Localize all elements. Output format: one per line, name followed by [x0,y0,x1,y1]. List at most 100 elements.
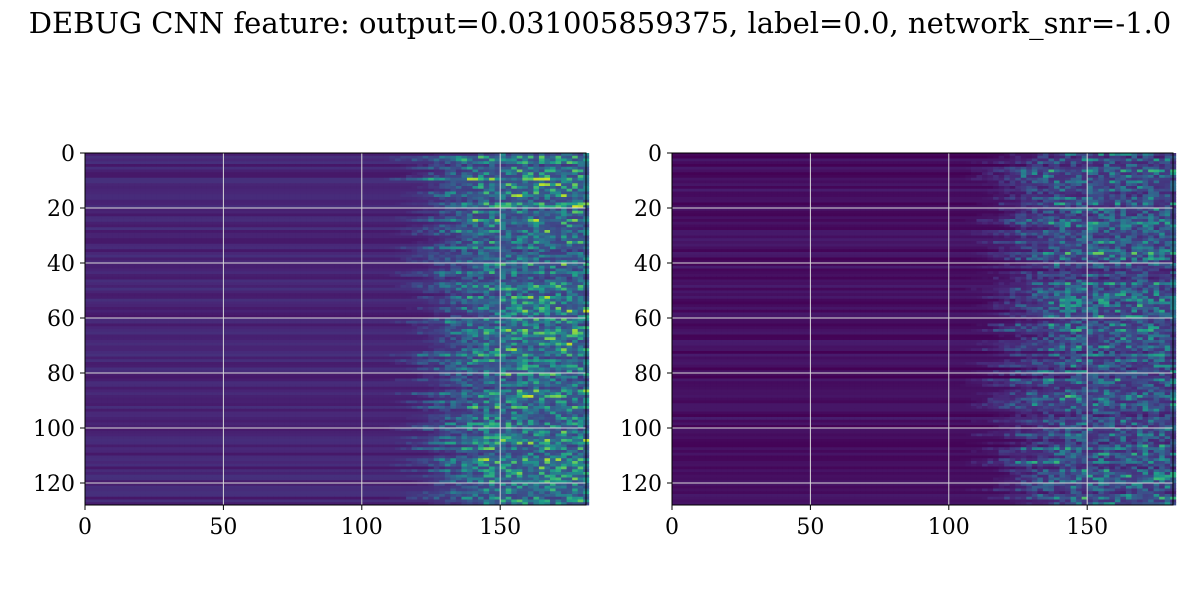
heatmap-cell [207,161,213,164]
heatmap-cell [351,186,357,189]
heatmap-cell [185,291,191,294]
heatmap-cell [129,183,135,186]
heatmap-cell [207,225,213,228]
heatmap-cell [423,181,429,184]
heatmap-cell [533,167,539,170]
heatmap-cell [572,249,578,252]
heatmap-cell [373,233,379,236]
heatmap-cell [212,175,218,178]
heatmap-cell [306,170,312,173]
heatmap-cell [417,238,423,241]
heatmap-cell [511,293,517,296]
heatmap-cell [544,282,550,285]
heatmap-cell [506,225,512,228]
heatmap-cell [412,200,418,203]
heatmap-cell [450,227,456,230]
heatmap-cell [163,302,169,305]
heatmap-cell [174,178,180,181]
heatmap-cell [190,280,196,283]
heatmap-cell [135,164,141,167]
heatmap-cell [312,288,318,291]
heatmap-cell [423,225,429,228]
heatmap-cell [163,156,169,159]
heatmap-cell [345,252,351,255]
heatmap-cell [373,156,379,159]
heatmap-cell [163,225,169,228]
heatmap-cell [290,222,296,225]
heatmap-cell [351,216,357,219]
heatmap-cell [290,175,296,178]
heatmap-cell [578,181,584,184]
heatmap-cell [500,227,506,230]
heatmap-cell [306,230,312,233]
heatmap-cell [378,189,384,192]
heatmap-cell [378,216,384,219]
heatmap-cell [489,269,495,272]
heatmap-cell [517,222,523,225]
heatmap-cell [428,227,434,230]
heatmap-cell [445,175,451,178]
heatmap-cell [428,302,434,305]
heatmap-cell [151,216,157,219]
heatmap-cell [461,161,467,164]
heatmap-cell [196,183,202,186]
heatmap-cell [102,161,108,164]
heatmap-cell [511,233,517,236]
heatmap-cell [129,296,135,299]
heatmap-cell [257,233,263,236]
heatmap-cell [146,266,152,269]
heatmap-cell [185,280,191,283]
heatmap-cell [417,170,423,173]
heatmap-cell [456,189,462,192]
heatmap-cell [578,244,584,247]
heatmap-cell [517,227,523,230]
heatmap-cell [334,269,340,272]
heatmap-cell [473,200,479,203]
heatmap-cell [550,230,556,233]
heatmap-cell [450,293,456,296]
heatmap-cell [295,238,301,241]
heatmap-cell [329,211,335,214]
heatmap-cell [406,302,412,305]
heatmap-cell [340,192,346,195]
heatmap-cell [284,236,290,239]
heatmap-cell [550,172,556,175]
heatmap-cell [461,247,467,250]
heatmap-cell [428,233,434,236]
heatmap-cell [417,167,423,170]
heatmap-cell [240,186,246,189]
heatmap-cell [478,236,484,239]
heatmap-cell [401,247,407,250]
heatmap-cell [146,282,152,285]
heatmap-cell [179,175,185,178]
heatmap-cell [306,164,312,167]
heatmap-cell [478,280,484,283]
heatmap-cell [329,214,335,217]
heatmap-cell [290,186,296,189]
heatmap-cell [412,230,418,233]
heatmap-cell [174,186,180,189]
heatmap-cell [113,233,119,236]
heatmap-cell [201,211,207,214]
heatmap-cell [107,178,113,181]
heatmap-cell [240,299,246,302]
heatmap-cell [107,296,113,299]
heatmap-cell [229,255,235,258]
heatmap-cell [185,189,191,192]
heatmap-cell [257,156,263,159]
heatmap-cell [246,172,252,175]
heatmap-cell [395,186,401,189]
heatmap-cell [212,249,218,252]
heatmap-cell [473,159,479,162]
heatmap-cell [384,203,390,206]
heatmap-cell [96,156,102,159]
heatmap-cell [345,277,351,280]
heatmap-cell [124,282,130,285]
heatmap-cell [500,238,506,241]
heatmap-cell [91,216,97,219]
heatmap-cell [567,225,573,228]
heatmap-cell [473,230,479,233]
heatmap-cell [439,192,445,195]
heatmap-cell [351,181,357,184]
heatmap-cell [223,222,229,225]
